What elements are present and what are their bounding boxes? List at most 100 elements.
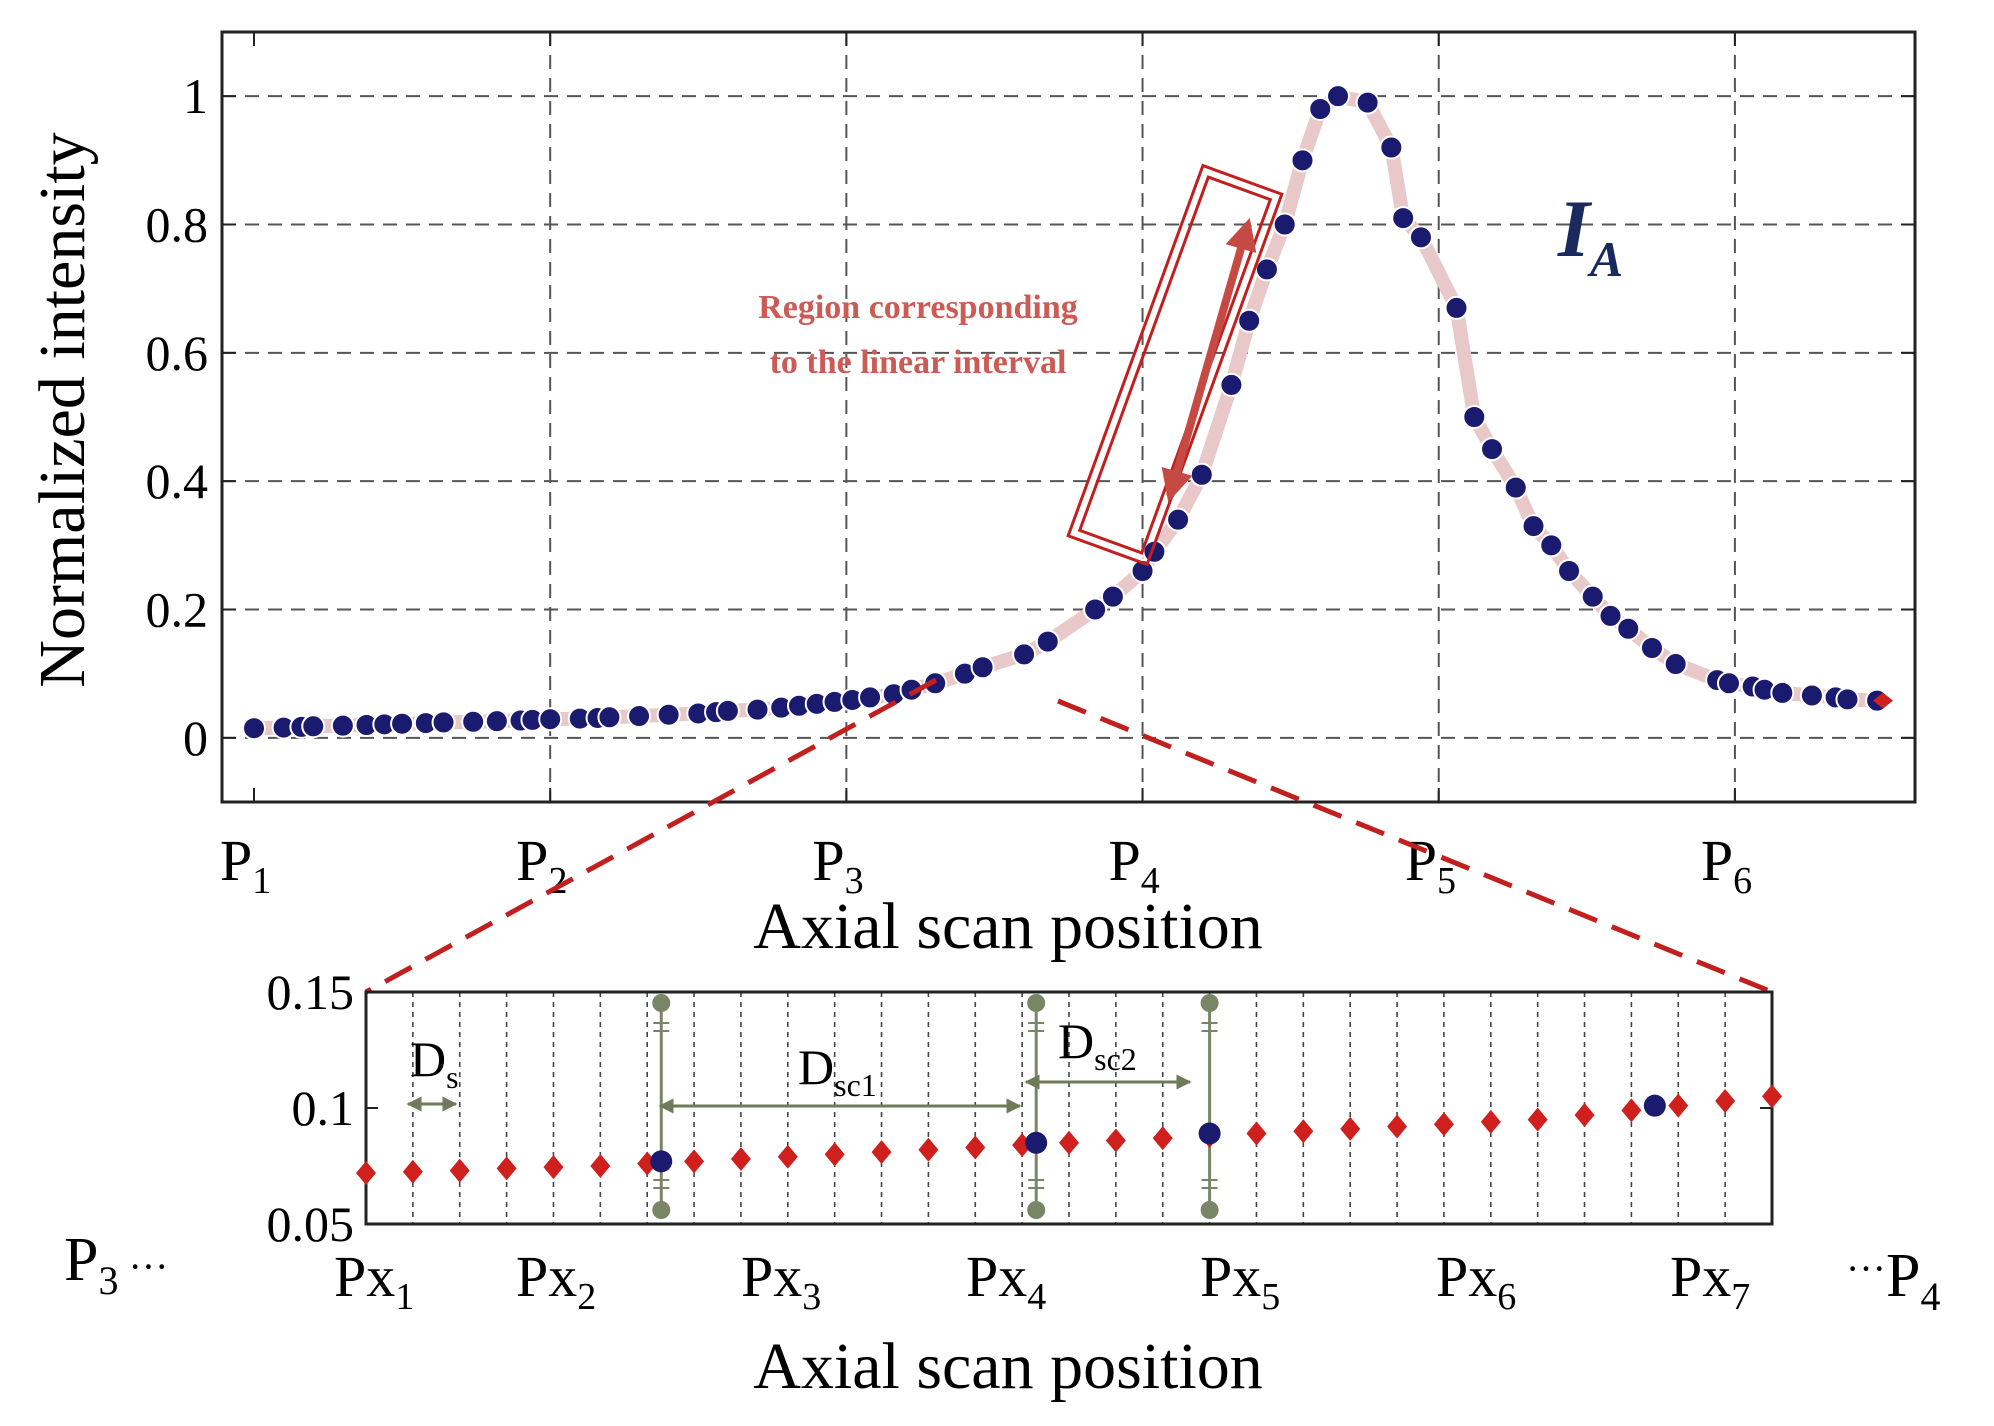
zoom-line-right <box>1057 698 1773 995</box>
main-x-axis-label: Axial scan position <box>753 890 1263 963</box>
main-tick-marks <box>222 32 1915 802</box>
inset-sampled-point <box>1059 1130 1079 1155</box>
main-data-point <box>1391 206 1416 231</box>
main-x-tick-label: P5 <box>1405 828 1456 902</box>
inset-guide-cap <box>652 994 671 1012</box>
dsc1-label: Dsc1 <box>798 1039 877 1103</box>
main-data-point <box>461 709 486 734</box>
inset-sampled-point <box>496 1156 517 1181</box>
inset-y-tick-labels: 0.05 0.1 0.15 <box>267 964 355 1252</box>
inset-sampled-point <box>1480 1109 1501 1134</box>
inset-x-tick-label: Px1 <box>334 1244 414 1318</box>
inset-guide-cap <box>652 1201 671 1219</box>
inset-sampled-point <box>1105 1128 1126 1153</box>
inset-x-tick-label: Px4 <box>966 1244 1046 1318</box>
main-data-point <box>1521 514 1546 539</box>
main-y-tick-labels: 0 0.2 0.4 0.6 0.8 1 <box>146 68 209 766</box>
main-data-point <box>1272 212 1297 237</box>
inset-x-tick-labels: Px1 Px2 Px3 Px4 Px5 Px6 Px7 <box>334 1244 1750 1318</box>
inset-sampled-point <box>684 1149 705 1174</box>
inset-scan-point <box>650 1150 673 1173</box>
inset-sampled-point <box>1621 1098 1642 1123</box>
main-x-tick-label: P3 <box>812 828 863 902</box>
main-data-point <box>1503 475 1528 500</box>
inset-tick-marks <box>366 991 1772 1225</box>
main-data-point <box>1557 559 1582 583</box>
zoom-line-left <box>364 677 938 995</box>
main-data-point <box>715 698 740 723</box>
inset-scan-points <box>650 1094 1666 1173</box>
main-data-point <box>1444 295 1469 320</box>
main-plot-frame <box>220 30 1917 804</box>
inset-y-tick-label: 0.1 <box>292 1080 355 1136</box>
main-data-point <box>242 716 266 741</box>
main-data-point <box>1166 507 1191 532</box>
region-annotation-line1: Region corresponding <box>758 289 1078 326</box>
inset-sampled-point <box>590 1154 611 1178</box>
inset-guide-cap <box>1200 1201 1219 1219</box>
main-data-point <box>745 697 770 722</box>
inset-sampled-point <box>449 1158 470 1183</box>
main-data-point <box>484 709 509 734</box>
main-x-tick-label: P2 <box>516 828 567 902</box>
inset-guide-cap <box>1027 994 1046 1012</box>
main-data-point <box>1100 584 1125 609</box>
inset-sampled-point <box>965 1135 986 1160</box>
main-data-point <box>1408 225 1433 250</box>
main-data-point <box>1254 257 1279 282</box>
main-data-point <box>1290 148 1315 173</box>
main-y-tick-label: 0.2 <box>146 582 209 638</box>
main-data-point <box>858 685 883 710</box>
inset-chart: 0.05 0.1 0.15 Px1 Px2 Px3 Px4 Px5 Px6 Px7 Ds Dsc… <box>64 964 1940 1403</box>
main-data-points <box>242 84 1893 741</box>
inset-sampled-point <box>1715 1089 1736 1114</box>
inset-sampled-point <box>1340 1116 1361 1141</box>
inset-sampled-point <box>1293 1119 1314 1144</box>
main-data-point <box>1189 462 1214 487</box>
main-y-tick-label: 0 <box>183 710 208 766</box>
main-data-point <box>1799 683 1824 708</box>
main-data-point <box>923 671 948 696</box>
main-data-point <box>1035 629 1060 654</box>
inset-sampled-point <box>1433 1112 1454 1137</box>
inset-x-axis-label: Axial scan position <box>753 1330 1263 1403</box>
inset-sampled-point <box>1246 1121 1267 1146</box>
inset-scan-point <box>1643 1094 1666 1117</box>
inset-x-tick-label: Px7 <box>1670 1244 1750 1318</box>
main-grid <box>222 32 1915 802</box>
inset-left-label: P3 ··· <box>64 1226 168 1303</box>
main-data-point <box>1012 642 1037 667</box>
main-data-point <box>1379 135 1404 160</box>
dsc2-label: Dsc2 <box>1058 1013 1137 1077</box>
main-chart: 0 0.2 0.4 0.6 0.8 1 P1 P2 P3 P4 P5 P6 Region corre… <box>26 30 1917 963</box>
inset-guide-cap <box>1200 994 1219 1012</box>
main-y-tick-label: 0.4 <box>146 453 209 509</box>
main-data-point <box>330 713 355 738</box>
inset-sampled-point <box>730 1147 751 1172</box>
main-y-tick-label: 1 <box>183 68 208 124</box>
main-y-tick-label: 0.8 <box>146 197 209 253</box>
main-x-tick-label: P4 <box>1109 828 1160 902</box>
inset-sampled-point <box>1762 1084 1782 1109</box>
main-data-point <box>431 710 456 735</box>
inset-scan-point <box>1198 1122 1221 1145</box>
main-data-point <box>597 705 622 730</box>
inset-sampled-point <box>1152 1126 1173 1151</box>
inset-x-tick-label: Px3 <box>741 1244 821 1318</box>
main-data-point <box>1580 584 1605 609</box>
main-data-point <box>1770 680 1795 705</box>
linear-region-arrow <box>1161 217 1257 503</box>
inset-sampled-point <box>824 1142 845 1167</box>
inset-sampled-point <box>402 1159 423 1184</box>
main-data-point <box>1663 652 1688 677</box>
main-x-tick-label: P6 <box>1701 828 1752 902</box>
inset-x-tick-label: Px2 <box>516 1244 596 1318</box>
main-data-point <box>1480 437 1505 462</box>
inset-x-tick-label: Px5 <box>1200 1244 1280 1318</box>
main-data-point <box>1308 97 1333 121</box>
inset-right-label: ···P4 <box>1846 1242 1940 1319</box>
inset-x-tick-label: Px6 <box>1436 1244 1516 1318</box>
inset-sampled-point <box>356 1160 376 1185</box>
inset-sampled-point <box>1574 1102 1595 1127</box>
